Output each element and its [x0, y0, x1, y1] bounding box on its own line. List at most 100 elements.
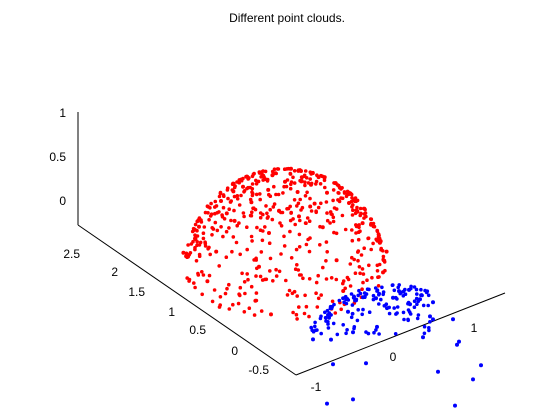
data-point: [193, 247, 197, 252]
data-point: [416, 299, 421, 304]
data-point: [196, 273, 201, 277]
data-point: [353, 271, 358, 276]
data-point: [224, 211, 229, 216]
data-point: [369, 247, 374, 252]
data-point: [298, 197, 303, 202]
data-point: [350, 228, 354, 232]
data-point: [350, 238, 355, 243]
data-point: [344, 331, 348, 336]
data-point: [343, 295, 347, 300]
data-point: [383, 268, 387, 273]
data-point: [337, 185, 342, 190]
data-point: [243, 291, 247, 296]
data-point: [362, 206, 367, 211]
data-point: [288, 229, 292, 234]
data-point: [294, 247, 299, 252]
data-point: [330, 299, 335, 304]
data-point: [279, 252, 283, 256]
data-point: [355, 318, 360, 323]
data-point: [215, 228, 220, 233]
data-point: [281, 191, 285, 195]
data-point: [316, 273, 321, 278]
data-point: [314, 210, 319, 215]
data-point: [268, 194, 273, 198]
data-point: [331, 321, 336, 326]
data-point: [263, 225, 267, 229]
data-point: [391, 295, 395, 300]
data-point: [349, 199, 354, 204]
data-point: [200, 292, 204, 297]
data-point: [237, 203, 242, 207]
data-point: [425, 289, 430, 294]
data-point: [308, 236, 312, 240]
data-point: [381, 254, 386, 259]
data-point: [336, 191, 341, 195]
data-point: [289, 255, 294, 260]
data-point: [297, 214, 301, 219]
data-point: [226, 196, 230, 201]
data-point: [352, 326, 356, 331]
data-point: [225, 188, 230, 192]
data-point: [349, 315, 354, 320]
data-point: [329, 313, 333, 317]
data-point: [354, 223, 358, 227]
data-point: [313, 324, 317, 329]
data-point: [229, 218, 233, 223]
data-point: [232, 185, 237, 190]
data-point: [309, 181, 314, 186]
data-point: [370, 275, 374, 280]
data-point: [362, 246, 367, 250]
data-point: [337, 298, 342, 303]
data-point: [356, 258, 360, 263]
data-point: [293, 267, 298, 272]
data-point: [301, 276, 305, 281]
data-point: [431, 300, 435, 305]
data-point: [295, 317, 299, 321]
data-point: [187, 279, 191, 283]
data-point: [400, 290, 405, 294]
data-point: [307, 277, 312, 281]
data-point: [296, 201, 301, 206]
data-point: [238, 293, 242, 298]
data-point: [375, 288, 380, 293]
data-point: [375, 324, 379, 329]
data-point: [269, 312, 273, 317]
data-point: [377, 233, 381, 238]
data-point: [318, 316, 323, 321]
x-axis-line: [295, 292, 506, 376]
data-point: [372, 330, 376, 335]
data-point: [241, 211, 246, 215]
data-point: [225, 286, 229, 291]
data-point: [191, 226, 196, 231]
data-point: [325, 401, 329, 406]
data-point: [224, 229, 229, 234]
data-point: [328, 210, 333, 214]
data-point: [292, 181, 297, 185]
data-point: [294, 312, 299, 317]
data-point: [245, 225, 249, 229]
data-point: [297, 232, 302, 237]
data-point: [342, 300, 346, 305]
data-point: [254, 298, 259, 303]
point-cloud-series-1: [309, 283, 483, 408]
data-point: [366, 236, 370, 241]
data-point: [314, 291, 318, 296]
data-point: [326, 326, 331, 330]
data-point: [297, 273, 302, 277]
data-point: [238, 252, 242, 257]
data-point: [401, 310, 406, 315]
data-point: [227, 307, 232, 311]
data-point: [193, 222, 198, 227]
data-point: [428, 314, 432, 319]
data-point: [384, 249, 389, 254]
data-point: [193, 285, 197, 290]
data-point: [257, 170, 262, 174]
data-point: [274, 274, 279, 278]
data-point: [292, 198, 297, 202]
data-point: [309, 209, 314, 213]
data-point: [356, 249, 361, 253]
data-point: [303, 169, 308, 173]
data-point: [323, 315, 328, 320]
data-point: [250, 182, 255, 186]
data-point: [363, 294, 367, 299]
